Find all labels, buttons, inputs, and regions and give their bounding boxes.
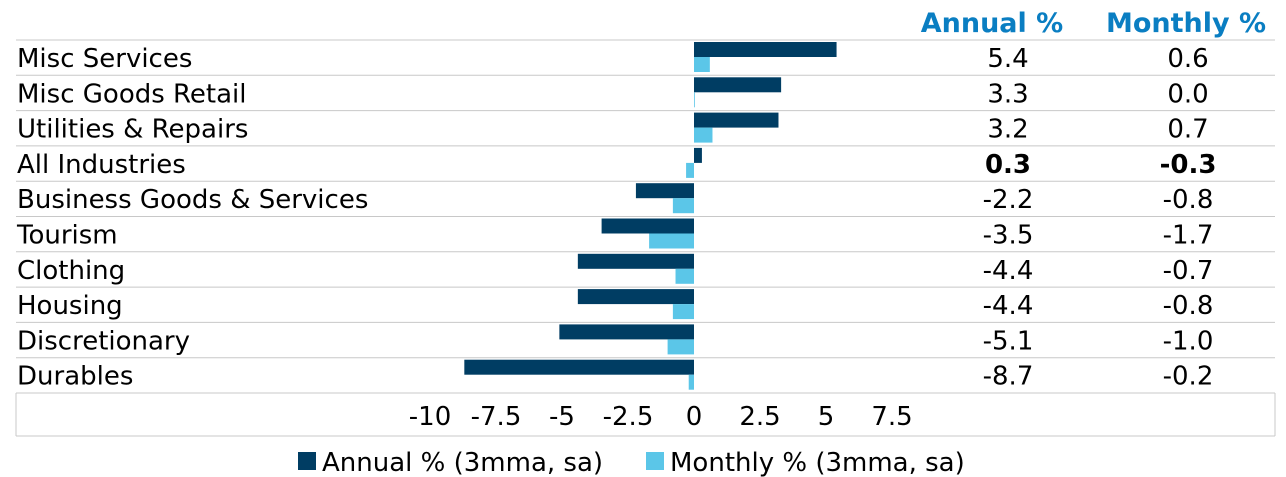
legend-label-monthly: Monthly % (3mma, sa): [670, 448, 965, 477]
annual-value: -2.2: [983, 185, 1034, 215]
category-label: Housing: [17, 291, 123, 321]
category-labels: Misc Services Misc Goods Retail Utilities …: [16, 44, 368, 392]
annual-header: Annual %: [921, 8, 1064, 39]
monthly-value: -1.7: [1163, 221, 1214, 251]
monthly-bar: [649, 233, 694, 249]
monthly-value: 0.0: [1167, 79, 1208, 109]
category-label: Durables: [17, 362, 133, 392]
monthly-bar: [672, 198, 694, 214]
annual-value: 5.4: [987, 44, 1028, 74]
monthly-value: -0.3: [1160, 150, 1217, 180]
x-tick-label: -2.5: [603, 402, 654, 432]
monthly-value: -0.2: [1163, 362, 1214, 392]
x-tick-label: 5: [818, 402, 835, 432]
category-label: Tourism: [16, 221, 118, 251]
annual-bar: [694, 112, 779, 128]
category-label: Misc Services: [17, 44, 192, 74]
category-label: Business Goods & Services: [17, 185, 368, 215]
annual-bar: [694, 42, 837, 57]
monthly-value: 0.6: [1167, 44, 1208, 74]
annual-value: 3.3: [987, 79, 1028, 109]
annual-bar: [635, 183, 694, 199]
monthly-bar: [694, 57, 710, 72]
legend-swatch-annual: [298, 452, 316, 470]
annual-value: -3.5: [983, 221, 1034, 251]
annual-bar: [559, 324, 694, 340]
monthly-bar: [694, 92, 695, 108]
monthly-value: -0.8: [1163, 185, 1214, 215]
monthly-bar: [672, 304, 694, 320]
category-label: All Industries: [17, 150, 186, 180]
annual-bar: [601, 218, 694, 234]
x-tick-label: 0: [686, 402, 703, 432]
x-tick-label: -7.5: [471, 402, 522, 432]
monthly-bar: [694, 127, 713, 143]
monthly-header: Monthly %: [1106, 8, 1266, 39]
annual-bar: [577, 289, 694, 305]
x-tick-label: 2.5: [739, 402, 780, 432]
x-tick-label: -10: [409, 402, 451, 432]
category-label: Clothing: [17, 256, 125, 286]
annual-bar: [694, 147, 702, 163]
monthly-bar: [667, 339, 694, 355]
x-axis: -10 -7.5 -5 -2.5 0 2.5 5 7.5: [409, 402, 913, 432]
annual-bar: [464, 359, 694, 375]
category-label: Utilities & Repairs: [17, 115, 248, 145]
annual-value: -5.1: [983, 326, 1034, 356]
monthly-value: -1.0: [1163, 326, 1214, 356]
x-tick-label: 7.5: [871, 402, 912, 432]
monthly-bar: [686, 162, 694, 178]
row-grid: [15, 39, 1276, 437]
annual-bar: [694, 77, 782, 93]
monthly-value: -0.8: [1163, 291, 1214, 321]
annual-value: 0.3: [985, 150, 1031, 180]
legend: Annual % (3mma, sa) Monthly % (3mma, sa): [298, 448, 965, 477]
value-table: Annual % Monthly % 5.4 0.6 3.3 0.0 3.2 0.7 0.3…: [921, 8, 1266, 392]
legend-label-annual: Annual % (3mma, sa): [322, 448, 603, 477]
category-label: Misc Goods Retail: [17, 79, 247, 109]
annual-value: -8.7: [983, 362, 1034, 392]
annual-value: -4.4: [983, 256, 1034, 286]
annual-value: 3.2: [987, 115, 1028, 145]
monthly-bar: [675, 268, 694, 284]
bar-marks: [464, 42, 837, 390]
annual-value: -4.4: [983, 291, 1034, 321]
legend-swatch-monthly: [646, 452, 664, 470]
annual-bar: [577, 253, 694, 269]
monthly-value: 0.7: [1167, 115, 1208, 145]
monthly-value: -0.7: [1163, 256, 1214, 286]
category-label: Discretionary: [17, 326, 190, 356]
monthly-bar: [688, 374, 694, 390]
x-tick-label: -5: [549, 402, 575, 432]
